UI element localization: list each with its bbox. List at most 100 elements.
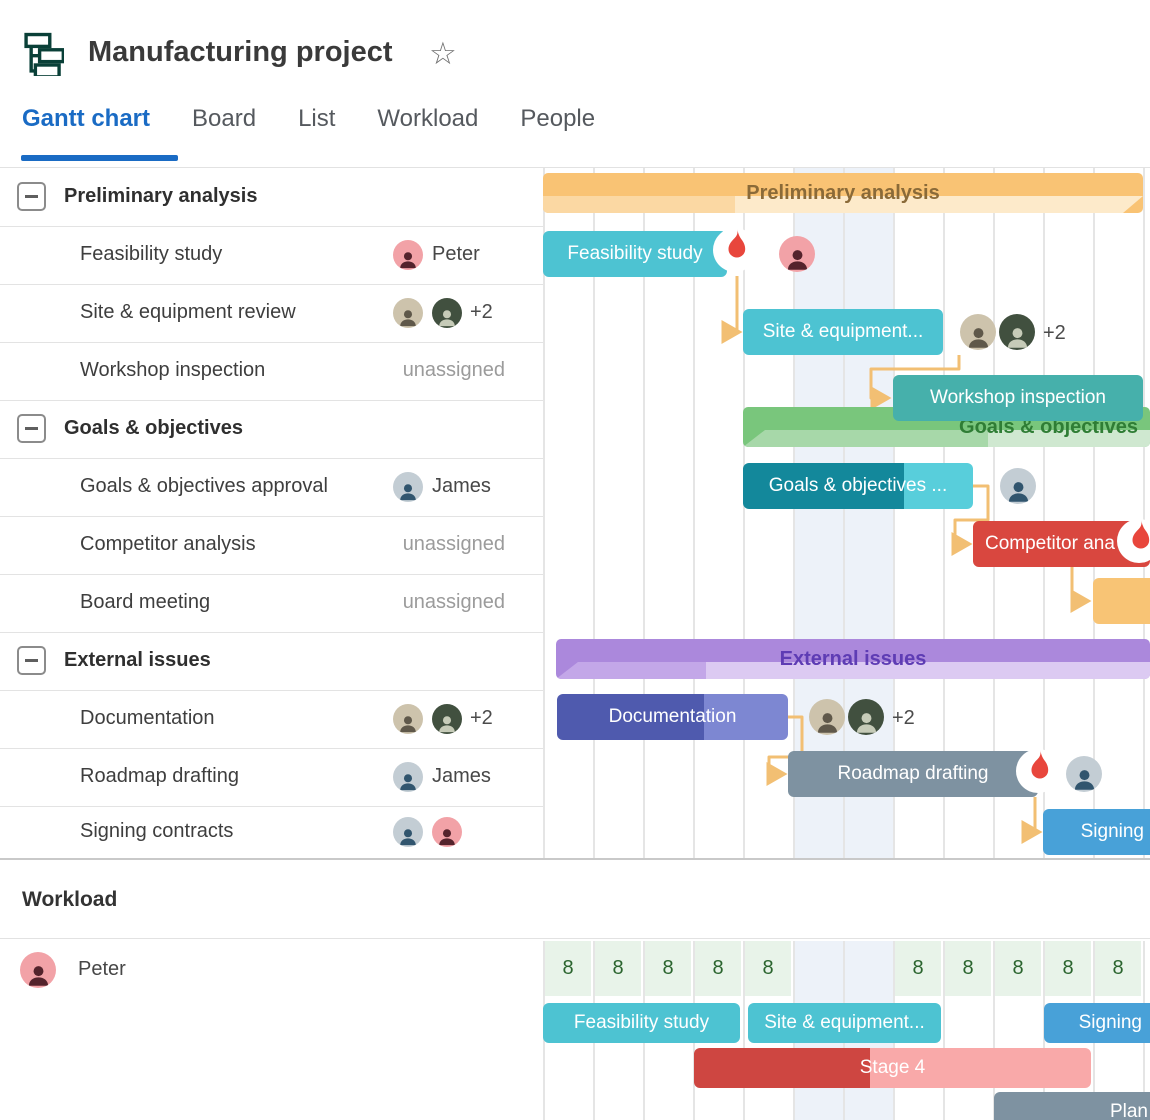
- group-progress: [743, 430, 1150, 447]
- page-title: Manufacturing project: [88, 36, 393, 68]
- row-divider: [0, 284, 543, 285]
- avatar-member: [432, 704, 462, 734]
- avatar-peter: [432, 817, 462, 847]
- tab-list[interactable]: List: [298, 105, 336, 132]
- workload-bar-site-equipment[interactable]: Site & equipment...: [748, 1003, 941, 1043]
- workload-hours-cell: 8: [1045, 941, 1091, 996]
- workload-bar-feasibility-study[interactable]: Feasibility study: [543, 1003, 740, 1043]
- workload-hours-cell: 8: [995, 941, 1041, 996]
- section-divider: [0, 858, 1150, 860]
- bar-site-equipment-review[interactable]: Site & equipment...: [743, 309, 943, 355]
- bar-goals-objectives-approval[interactable]: Goals & objectives ...: [743, 463, 973, 509]
- task-row-name[interactable]: Goals & objectives approval: [80, 475, 328, 497]
- task-row-name[interactable]: Site & equipment review: [80, 301, 296, 323]
- bar-roadmap-drafting[interactable]: Roadmap drafting: [788, 751, 1038, 797]
- workload-hours-cell: 8: [895, 941, 941, 996]
- deadline-fire-icon: [1117, 519, 1150, 563]
- bar-feasibility-study[interactable]: Feasibility study: [543, 231, 727, 277]
- task-row-name[interactable]: Feasibility study: [80, 243, 223, 265]
- group-bar-label: External issues: [779, 647, 927, 670]
- workload-hours-cell: 8: [945, 941, 991, 996]
- task-row-name[interactable]: Board meeting: [80, 591, 211, 613]
- assignee-overflow-count: +2: [470, 707, 493, 729]
- collapse-button[interactable]: [17, 414, 46, 443]
- task-row-name[interactable]: Signing contracts: [80, 820, 234, 842]
- bar-workshop-inspection[interactable]: Workshop inspection: [893, 375, 1143, 421]
- workload-heading: Workload: [22, 888, 118, 911]
- assignee-name: James: [432, 765, 491, 787]
- bar-signing-contracts[interactable]: Signing: [1043, 809, 1150, 855]
- workload-hours-cell: 8: [595, 941, 641, 996]
- avatar-james: [393, 762, 423, 792]
- avatar-member: [999, 314, 1035, 350]
- workload-hours-cell: 8: [545, 941, 591, 996]
- row-divider: [0, 574, 543, 575]
- workload-hours-cell: 8: [645, 941, 691, 996]
- minus-icon: [25, 427, 38, 430]
- row-divider: [0, 806, 543, 807]
- group-progress: [543, 196, 1143, 213]
- workload-bar-signing[interactable]: Signing: [1044, 1003, 1150, 1043]
- minus-icon: [25, 195, 38, 198]
- group-bar-label: Goals & objectives: [959, 415, 1138, 438]
- bar-board-meeting[interactable]: [1093, 578, 1150, 624]
- tab-workload[interactable]: Workload: [377, 105, 479, 132]
- group-bar-label: Preliminary analysis: [746, 181, 940, 204]
- assignee-overflow-count: +2: [1043, 322, 1066, 344]
- avatar-peter: [393, 240, 423, 270]
- row-divider: [0, 690, 543, 691]
- group-row-name[interactable]: Goals & objectives: [64, 417, 243, 439]
- collapse-button[interactable]: [17, 646, 46, 675]
- workload-hours-cell: 8: [1095, 941, 1141, 996]
- assignee-unassigned: unassigned: [402, 359, 505, 381]
- row-divider: [0, 516, 543, 517]
- tab-board[interactable]: Board: [192, 105, 257, 132]
- workload-bar-plan[interactable]: Plan: [994, 1092, 1150, 1120]
- row-divider: [0, 342, 543, 343]
- avatar-james: [1000, 468, 1036, 504]
- group-row-name[interactable]: Preliminary analysis: [64, 185, 258, 207]
- task-row-name[interactable]: Roadmap drafting: [80, 765, 239, 787]
- deadline-fire-icon: [713, 228, 757, 272]
- task-row-name[interactable]: Competitor analysis: [80, 533, 256, 555]
- workload-divider: [0, 938, 1150, 939]
- tab-people[interactable]: People: [520, 105, 596, 132]
- workload-bar-stage-4[interactable]: Stage 4: [694, 1048, 1091, 1088]
- star-favorite-icon[interactable]: ☆: [429, 36, 457, 71]
- group-row-name[interactable]: External issues: [64, 649, 211, 671]
- active-tab-indicator: [21, 155, 178, 161]
- workload-person-name: Peter: [78, 958, 126, 980]
- gantt-gridlines: [543, 168, 1150, 858]
- task-row-name[interactable]: Documentation: [80, 707, 215, 729]
- gantt-grid: [543, 168, 1150, 858]
- avatar-member: [432, 298, 462, 328]
- avatar-member: [848, 699, 884, 735]
- avatar-james: [393, 817, 423, 847]
- avatar-member: [960, 314, 996, 350]
- tabs-divider: [0, 167, 1150, 168]
- row-divider: [0, 226, 543, 227]
- avatar-member: [393, 704, 423, 734]
- assignee-name: Peter: [432, 243, 480, 265]
- workload-hours-cell: 8: [695, 941, 741, 996]
- row-divider: [0, 400, 543, 401]
- assignee-unassigned: unassigned: [402, 533, 505, 555]
- deadline-fire-icon: [1016, 749, 1060, 793]
- assignee-unassigned: unassigned: [402, 591, 505, 613]
- avatar-peter: [779, 236, 815, 272]
- task-row-name[interactable]: Workshop inspection: [80, 359, 266, 381]
- group-bar-preliminary-analysis[interactable]: Preliminary analysis: [543, 173, 1143, 213]
- dependency-connectors: [721, 276, 1092, 844]
- row-divider: [0, 748, 543, 749]
- avatar-james: [1066, 756, 1102, 792]
- collapse-button[interactable]: [17, 182, 46, 211]
- avatar-member: [393, 298, 423, 328]
- assignee-overflow-count: +2: [470, 301, 493, 323]
- avatar-peter: [20, 952, 56, 988]
- tab-gantt-chart[interactable]: Gantt chart: [22, 105, 151, 132]
- group-bar-external-issues[interactable]: External issues: [556, 639, 1150, 679]
- group-progress: [556, 662, 1150, 679]
- avatar-member: [809, 699, 845, 735]
- bar-documentation[interactable]: Documentation: [557, 694, 788, 740]
